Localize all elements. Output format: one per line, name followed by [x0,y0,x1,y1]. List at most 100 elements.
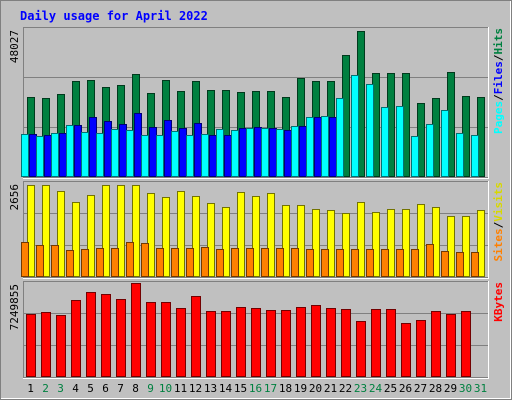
bar-kbytes [446,314,456,377]
day-label: 4 [72,382,79,395]
day-label: 16 [249,382,262,395]
day-label: 22 [339,382,352,395]
day-label: 26 [399,382,412,395]
day-label: 15 [234,382,247,395]
legend: KBytes [492,282,505,322]
legend-visits: Visits [492,182,505,222]
legend: Pages/Files/Hits [492,28,505,134]
bar-visits [357,202,365,277]
bar-sites [171,248,179,277]
bar-visits [147,193,155,277]
bar-visits [477,210,485,277]
bar-visits [57,191,65,277]
day-label: 18 [279,382,292,395]
bar-kbytes [26,314,36,377]
bar-sites [96,248,104,277]
bar-visits [372,212,380,277]
bar-files [59,133,67,177]
day-label: 7 [117,382,124,395]
bar-pages [336,98,344,177]
legend-sites: Sites [492,228,505,261]
bar-files [44,135,52,177]
bar-visits [102,185,110,277]
bar-files [149,127,157,177]
day-label: 2 [42,382,49,395]
bar-files [254,127,262,177]
bar-sites [276,248,284,277]
bar-visits [282,205,290,277]
panel-visits_sites: 2656 Sites/Visits [8,181,505,279]
bar-kbytes [146,302,156,377]
bar-visits [237,192,245,277]
day-label: 6 [102,382,109,395]
bar-pages [471,135,479,177]
bar-pages [441,110,449,177]
bar-visits [417,204,425,277]
bar-pages [111,129,119,177]
bar-sites [441,251,449,277]
day-label: 27 [414,382,427,395]
bar-kbytes [206,311,216,377]
panel-hits_files_pages: 48027 Pages/Files/Hits [8,27,505,179]
bar-pages [126,130,134,177]
bar-sites [81,249,89,277]
bar-kbytes [431,311,441,377]
bar-files [104,121,112,177]
bar-visits [312,209,320,277]
bar-sites [111,248,119,277]
bar-files [284,130,292,177]
bar-sites [231,248,239,277]
bar-sites [321,249,329,277]
bar-visits [177,191,185,277]
day-label: 30 [459,382,472,395]
day-label: 24 [369,382,383,395]
legend-files: Files [492,61,505,94]
bar-kbytes [116,299,126,377]
bar-kbytes [101,294,111,377]
day-label: 1 [27,382,34,395]
bar-pages [261,128,269,177]
bar-sites [396,249,404,277]
bar-files [269,128,277,177]
bar-files [314,117,322,177]
bar-sites [456,252,464,277]
bar-kbytes [326,308,336,377]
bar-kbytes [161,302,171,377]
bar-visits [342,213,350,277]
y-max-label: 48027 [8,30,21,63]
bar-sites [426,244,434,277]
chart-title: Daily usage for April 2022 [20,9,208,23]
bar-files [89,117,97,177]
bar-kbytes [401,323,411,377]
bar-sites [351,249,359,277]
bar-sites [126,242,134,277]
y-max-label: 7249855 [8,284,21,330]
y-max-label: 2656 [8,184,21,211]
bar-kbytes [296,307,306,377]
bar-visits [297,205,305,277]
bar-pages [171,131,179,177]
bar-visits [327,210,335,277]
bar-pages [201,134,209,177]
legend-separator: / [492,94,505,101]
day-label: 10 [159,382,172,395]
day-label: 19 [294,382,307,395]
bar-sites [381,249,389,277]
bar-kbytes [41,312,51,377]
bar-kbytes [236,307,246,377]
bar-kbytes [191,296,201,377]
bar-kbytes [86,292,96,377]
bar-sites [306,249,314,277]
bar-sites [156,248,164,277]
bar-sites [36,245,44,277]
bar-sites [366,249,374,277]
day-label: 8 [132,382,139,395]
bar-kbytes [131,283,141,377]
bar-pages [381,107,389,177]
bar-pages [96,133,104,177]
bar-kbytes [311,305,321,377]
bar-kbytes [221,311,231,377]
bar-pages [276,129,284,177]
bar-pages [426,124,434,177]
